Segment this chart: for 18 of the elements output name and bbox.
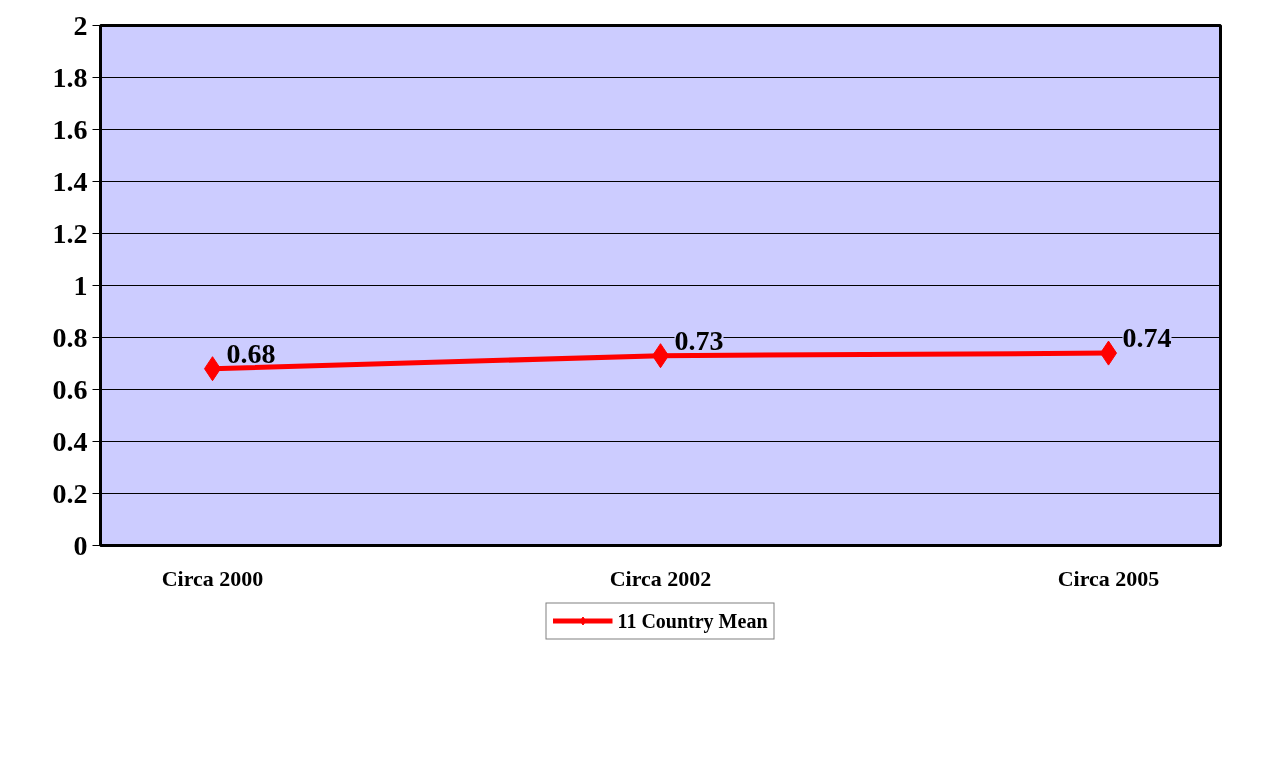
x-tick-label: Circa 2002 [609,565,712,591]
x-tick-label: Circa 2000 [161,565,264,591]
y-tick-label: 0.8 [52,321,88,353]
data-label: 0.74 [1122,322,1172,354]
data-label: 0.73 [674,324,724,356]
y-tick-label: 0 [73,529,88,561]
data-label: 0.68 [226,337,276,369]
y-tick-label: 1.4 [52,165,88,197]
y-tick-label: 0.2 [52,477,88,509]
y-tick-label: 0.4 [52,425,88,457]
y-tick-label: 1.8 [52,61,88,93]
y-tick-label: 0.6 [52,373,88,405]
legend-label: 11 Country Mean [617,609,768,632]
y-tick-label: 1 [73,269,88,301]
y-tick-label: 1.2 [52,217,88,249]
x-tick-label: Circa 2005 [1057,565,1160,591]
y-tick-label: 1.6 [52,113,88,145]
y-tick-label: 2 [73,9,88,41]
